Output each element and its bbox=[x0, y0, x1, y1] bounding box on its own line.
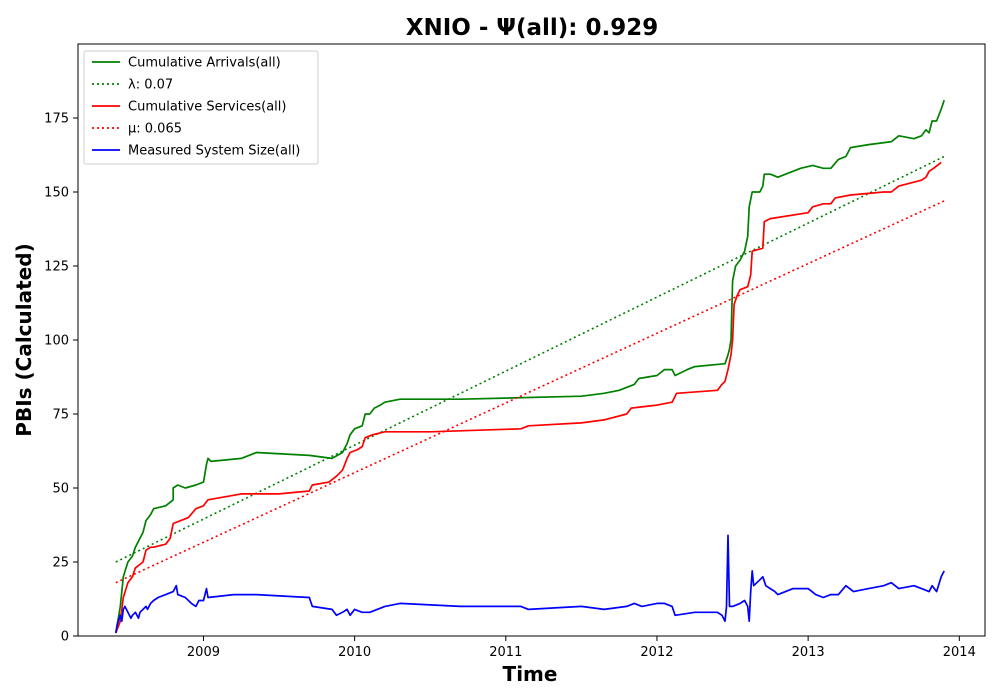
x-axis-title: Time bbox=[503, 662, 558, 686]
y-axis-title: PBIs (Calculated) bbox=[12, 243, 36, 436]
y-tick-label: 50 bbox=[52, 482, 69, 497]
y-tick-label: 175 bbox=[44, 112, 69, 127]
series-line-2 bbox=[115, 161, 942, 634]
x-tick-label: 2014 bbox=[943, 645, 976, 660]
y-tick-label: 100 bbox=[44, 334, 69, 349]
x-tick-label: 2011 bbox=[489, 645, 522, 660]
series-line-3 bbox=[115, 200, 945, 584]
series-line-4 bbox=[114, 534, 945, 634]
x-tick-label: 2010 bbox=[338, 645, 371, 660]
legend-label-4: Measured System Size(all) bbox=[128, 144, 300, 159]
y-tick-label: 125 bbox=[44, 260, 69, 275]
legend-label-1: λ: 0.07 bbox=[128, 78, 173, 93]
series-line-0 bbox=[114, 99, 946, 634]
y-tick-label: 75 bbox=[52, 408, 69, 423]
y-axis: 0 25 50 75 100 125 150 175 bbox=[44, 112, 78, 645]
series-layer bbox=[114, 99, 946, 634]
legend-label-2: Cumulative Services(all) bbox=[128, 100, 286, 115]
y-tick-label: 25 bbox=[52, 556, 69, 571]
x-tick-label: 2012 bbox=[640, 645, 673, 660]
x-tick-label: 2013 bbox=[792, 645, 825, 660]
legend-label-0: Cumulative Arrivals(all) bbox=[128, 56, 281, 71]
x-tick-label: 2009 bbox=[187, 645, 220, 660]
legend-box bbox=[83, 50, 319, 165]
legend-label-3: μ: 0.065 bbox=[128, 122, 182, 137]
y-tick-label: 150 bbox=[44, 186, 69, 201]
chart-title: XNIO - Ψ(all): 0.929 bbox=[406, 15, 658, 41]
y-tick-label: 0 bbox=[61, 630, 69, 645]
series-line-1 bbox=[115, 155, 945, 563]
x-axis: 2009 2010 2011 2012 2013 2014 bbox=[187, 636, 976, 660]
legend: Cumulative Arrivals(all) λ: 0.07 Cumulativ… bbox=[83, 50, 319, 165]
